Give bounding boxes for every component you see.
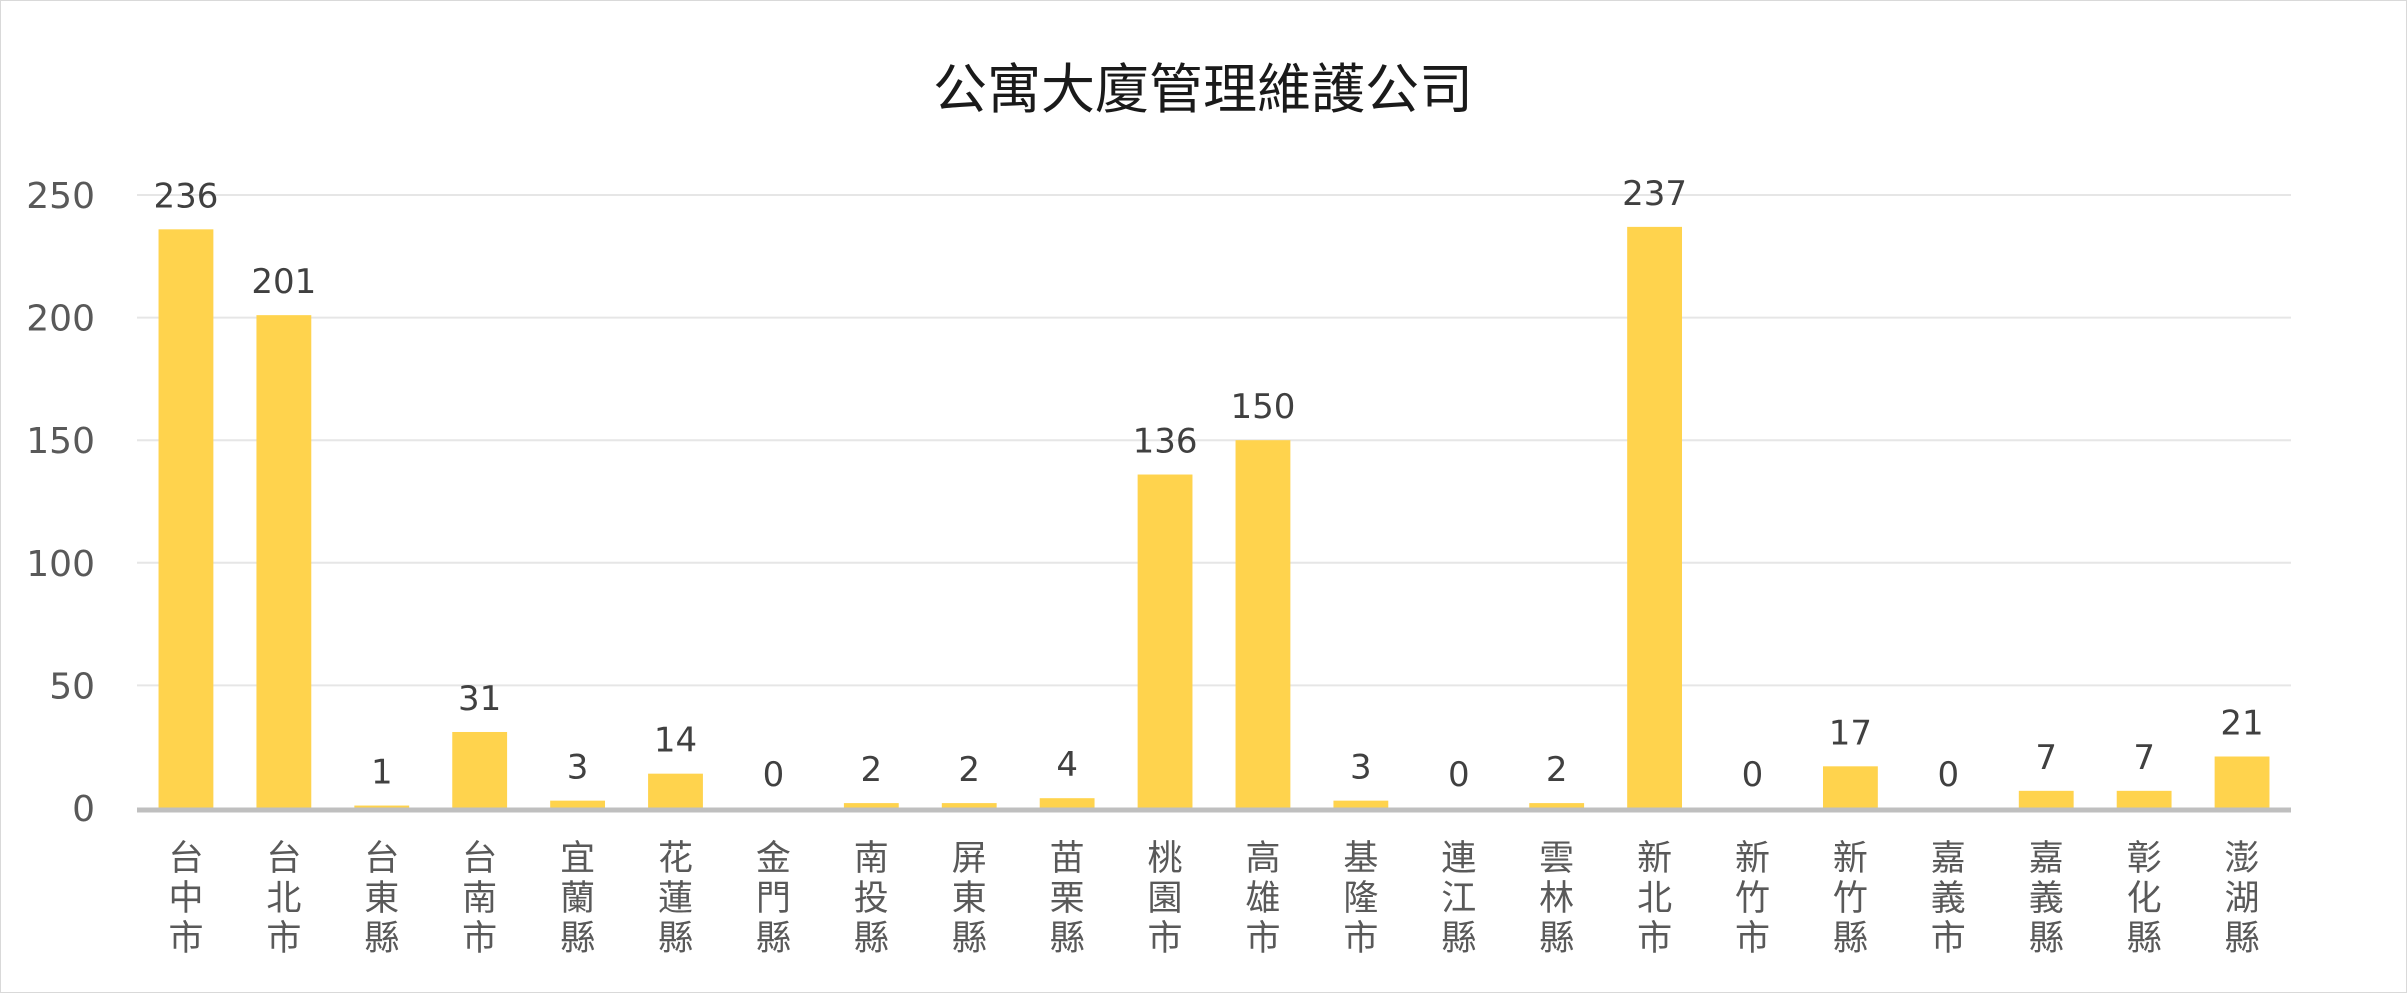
y-tick-label: 200 — [26, 299, 95, 340]
bar — [158, 229, 214, 808]
x-tick-label: 台北市 — [266, 839, 301, 959]
x-tick-label: 金門縣 — [756, 839, 791, 959]
data-label: 201 — [251, 262, 316, 302]
y-axis: 0 50 100 150 200 250 — [26, 176, 95, 830]
bar — [2214, 756, 2270, 808]
bar — [2018, 790, 2074, 808]
x-tick-label: 高雄市 — [1245, 839, 1280, 959]
data-label: 136 — [1133, 422, 1198, 462]
bar — [2116, 790, 2172, 808]
x-tick-label: 花蓮縣 — [658, 839, 693, 959]
y-tick-label: 150 — [26, 421, 95, 462]
bar — [1039, 798, 1095, 808]
bar — [550, 800, 606, 808]
data-label: 237 — [1622, 174, 1687, 214]
data-label: 150 — [1231, 387, 1296, 427]
chart-title: 公寓大廈管理維護公司 — [933, 58, 1473, 121]
x-tick-label: 嘉義縣 — [2029, 839, 2064, 959]
x-tick-label: 新竹縣 — [1833, 839, 1868, 959]
data-label: 7 — [2035, 738, 2057, 778]
data-label: 0 — [1937, 755, 1959, 795]
bar — [452, 731, 508, 808]
bar — [354, 805, 410, 808]
bar — [1137, 474, 1193, 808]
data-label: 1 — [371, 753, 393, 793]
data-labels: 236 201 1 31 3 14 0 2 2 4 136 150 3 0 2 237 0 17 0 7 7 21 — [154, 174, 2264, 795]
data-label: 0 — [763, 755, 785, 795]
data-label: 3 — [567, 748, 589, 788]
bar — [941, 803, 997, 808]
y-tick-label: 50 — [49, 666, 95, 707]
data-label: 2 — [1546, 750, 1568, 790]
bar — [1333, 800, 1389, 808]
x-tick-label: 桃園市 — [1148, 839, 1183, 959]
x-tick-label: 新北市 — [1637, 839, 1672, 959]
data-label: 236 — [154, 176, 219, 216]
x-tick-label: 雲林縣 — [1539, 839, 1574, 959]
data-label: 2 — [860, 750, 882, 790]
x-tick-label: 新竹市 — [1735, 839, 1770, 959]
data-label: 4 — [1056, 745, 1078, 785]
x-tick-label: 台東縣 — [364, 839, 399, 959]
data-label: 0 — [1448, 755, 1470, 795]
bar — [1529, 803, 1585, 808]
bar — [648, 773, 703, 808]
bar — [1235, 440, 1291, 808]
x-tick-label: 台南市 — [462, 839, 497, 959]
data-label: 17 — [1829, 713, 1872, 753]
x-tick-label: 南投縣 — [854, 839, 889, 959]
y-tick-label: 250 — [26, 176, 95, 217]
data-label: 7 — [2133, 738, 2155, 778]
x-tick-label: 連江縣 — [1441, 839, 1476, 959]
x-tick-label: 基隆市 — [1343, 839, 1378, 959]
bar — [1822, 766, 1878, 808]
x-tick-label: 台中市 — [168, 839, 203, 959]
x-tick-label: 嘉義市 — [1931, 839, 1966, 959]
bar — [256, 315, 312, 808]
data-label: 3 — [1350, 748, 1372, 788]
data-label: 0 — [1742, 755, 1764, 795]
x-tick-label: 屏東縣 — [952, 839, 987, 959]
x-axis: 台中市 台北市 台東縣 台南市 宜蘭縣 花蓮縣 金門縣 南投縣 屏東縣 苗栗縣 桃園市 高雄市 基隆市 連… — [137, 807, 2291, 959]
data-label: 14 — [654, 721, 697, 761]
bars — [158, 226, 2270, 809]
x-tick-label: 澎湖縣 — [2225, 839, 2260, 959]
y-tick-label: 0 — [72, 789, 95, 830]
y-tick-label: 100 — [26, 544, 95, 585]
x-tick-label: 彰化縣 — [2127, 839, 2162, 959]
gridlines — [137, 194, 2291, 687]
x-tick-label: 宜蘭縣 — [560, 839, 595, 959]
data-label: 31 — [458, 679, 501, 719]
data-label: 2 — [958, 750, 980, 790]
bar — [1627, 226, 1683, 809]
x-tick-label: 苗栗縣 — [1050, 839, 1085, 959]
bar — [843, 803, 899, 808]
data-label: 21 — [2220, 704, 2263, 744]
